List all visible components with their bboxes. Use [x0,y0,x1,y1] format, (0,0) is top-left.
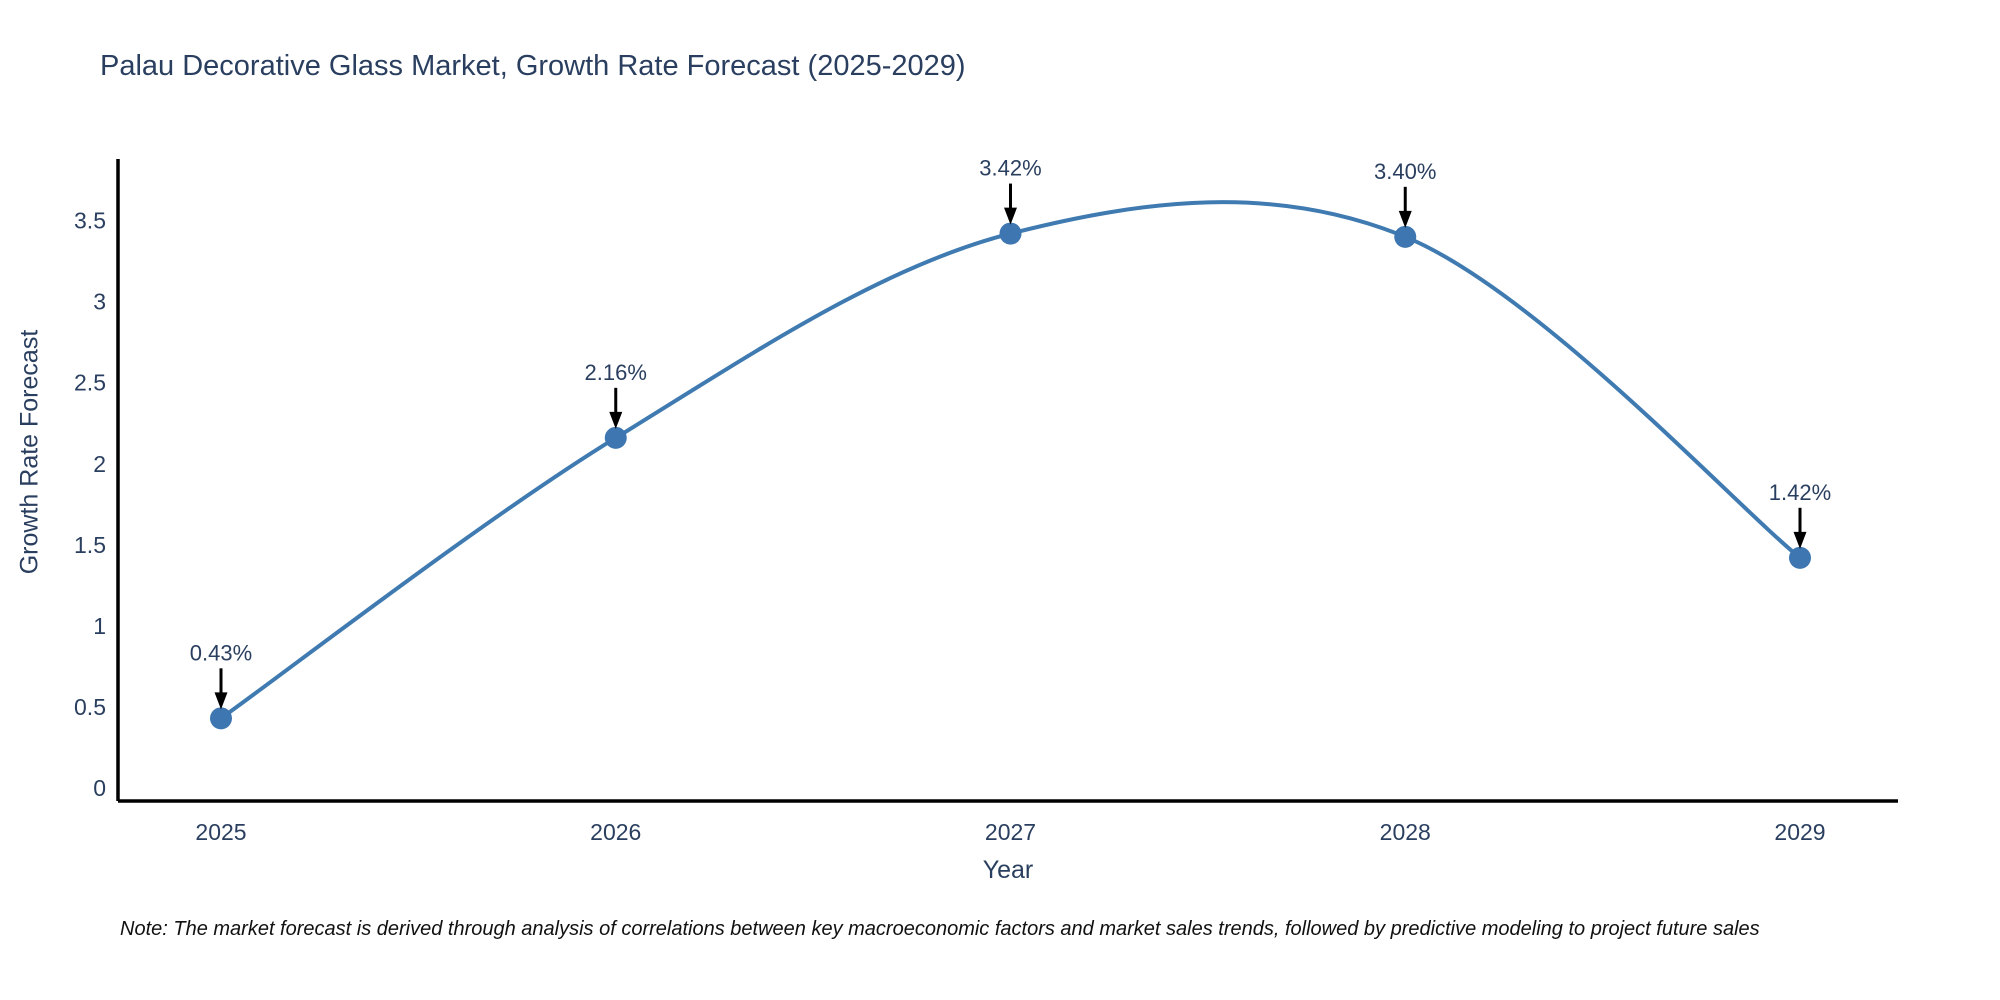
x-tick-label: 2025 [195,819,246,845]
data-point-marker [1789,546,1811,569]
annotation-arrowhead [214,692,228,710]
x-tick-label: 2028 [1380,819,1431,845]
y-tick-label: 3 [93,289,106,315]
footnote: Note: The market forecast is derived thr… [120,918,1760,940]
data-point-marker [999,222,1022,245]
series-line [219,200,1802,721]
data-point-marker [1394,225,1417,248]
data-point-marker [210,707,232,730]
y-tick-label: 3.5 [74,208,106,234]
x-axis-label: Year [982,856,1034,884]
y-tick-label: 0 [93,775,106,801]
annotation-label: 3.42% [979,156,1041,181]
annotation-arrowhead [1398,210,1412,228]
annotation-label: 3.40% [1374,159,1436,184]
data-point-marker [604,426,627,449]
x-tick-label: 2027 [985,819,1036,845]
annotation-label: 0.43% [190,640,252,665]
x-tick-label: 2026 [590,819,641,845]
annotation-arrowhead [609,411,623,429]
y-tick-label: 2.5 [74,370,106,396]
annotation-label: 2.16% [585,360,647,385]
y-tick-label: 1.5 [74,532,106,558]
y-tick-label: 2 [93,451,106,477]
x-tick-label: 2029 [1774,819,1825,845]
y-axis-label: Growth Rate Forecast [15,329,44,575]
y-tick-label: 0.5 [74,694,106,720]
annotation-arrowhead [1004,207,1017,225]
chart-title: Palau Decorative Glass Market, Growth Ra… [100,50,966,82]
annotation-arrowhead [1793,531,1807,549]
annotation-label: 1.42% [1769,480,1831,505]
y-tick-label: 1 [93,613,106,639]
